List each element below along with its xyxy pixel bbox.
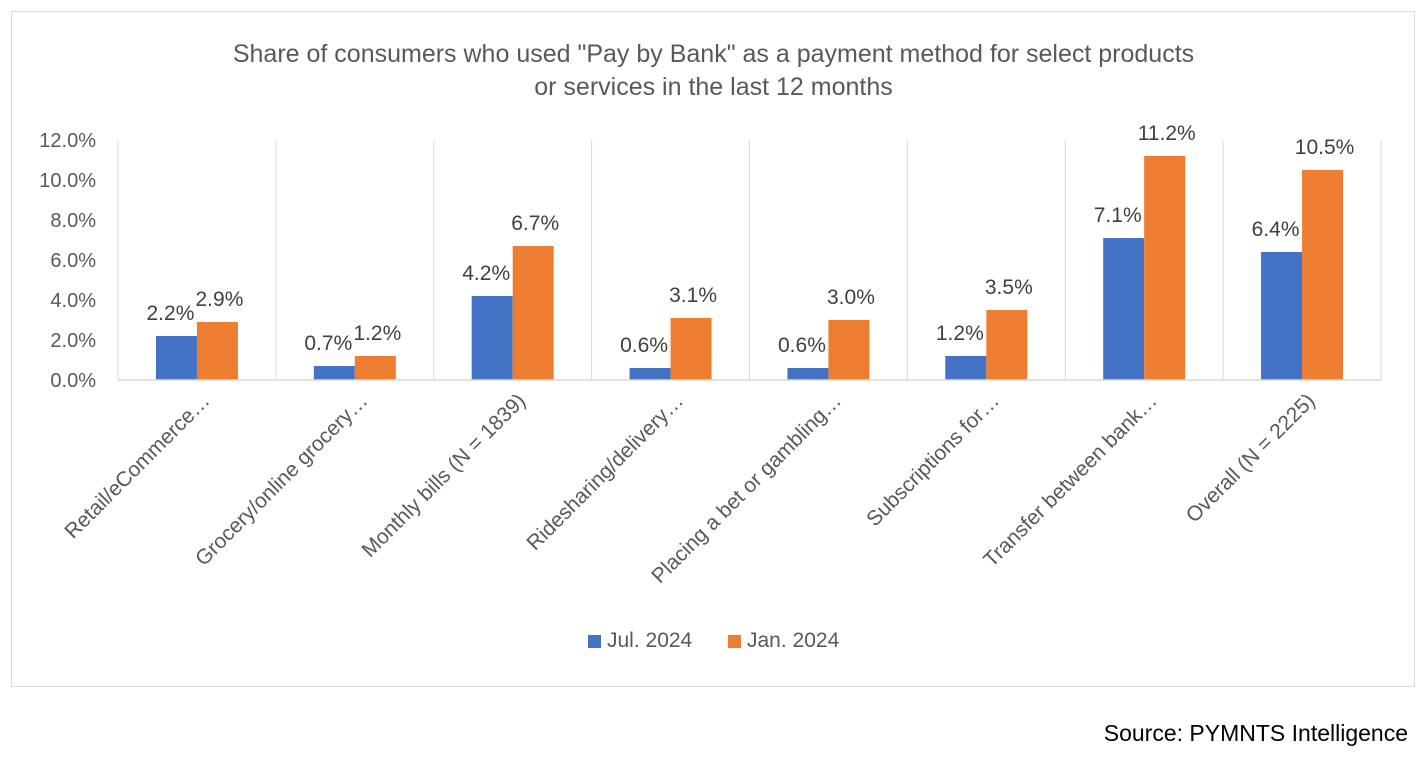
y-tick-label: 6.0% xyxy=(50,250,96,272)
x-category-label: Retail/eCommerce… xyxy=(60,389,214,543)
chart-title: Share of consumers who used "Pay by Bank… xyxy=(0,38,1427,104)
x-category-label: Monthly bills (N = 1839) xyxy=(358,389,531,562)
y-tick-label: 2.0% xyxy=(50,330,96,352)
bar-jan-2024 xyxy=(1302,170,1344,380)
data-label: 7.1% xyxy=(1094,204,1142,227)
bar-jan-2024 xyxy=(1144,156,1186,380)
chart-title-line-1: Share of consumers who used "Pay by Bank… xyxy=(232,40,1195,68)
bar-jan-2024 xyxy=(512,246,554,380)
bar-layer xyxy=(155,156,1344,380)
bar-jan-2024 xyxy=(670,318,712,380)
bar-jul-2024 xyxy=(787,368,829,380)
data-label: 2.2% xyxy=(147,302,195,325)
x-category-label: Transfer between bank… xyxy=(979,389,1161,571)
data-label: 3.1% xyxy=(669,284,717,307)
bar-jan-2024 xyxy=(986,310,1028,380)
data-label: 0.6% xyxy=(778,334,826,357)
bar-jul-2024 xyxy=(313,366,355,380)
data-label: 6.4% xyxy=(1252,218,1300,241)
data-label: 3.0% xyxy=(827,286,875,309)
y-tick-label: 4.0% xyxy=(50,290,96,312)
data-label: 0.7% xyxy=(304,332,352,355)
y-tick-label: 8.0% xyxy=(50,210,96,232)
bar-jul-2024 xyxy=(471,296,513,380)
grid-layer xyxy=(117,140,1382,380)
data-label: 10.5% xyxy=(1295,136,1355,159)
chart-title-line-2: or services in the last 12 months xyxy=(534,73,893,101)
x-category-label: Grocery/online grocery… xyxy=(191,389,372,570)
data-label: 6.7% xyxy=(511,212,559,235)
bar-jul-2024 xyxy=(1103,238,1145,380)
x-category-label: Placing a bet or gambling… xyxy=(647,389,846,588)
bar-jul-2024 xyxy=(629,368,671,380)
source-note: Source: PYMNTS Intelligence xyxy=(1103,720,1408,746)
legend-swatch xyxy=(588,635,601,648)
data-label: 1.2% xyxy=(353,322,401,345)
bar-jan-2024 xyxy=(828,320,870,380)
bar-jul-2024 xyxy=(1261,252,1303,380)
data-label: 2.9% xyxy=(196,288,244,311)
data-label: 3.5% xyxy=(985,276,1033,299)
bar-jul-2024 xyxy=(155,336,197,380)
legend-label: Jul. 2024 xyxy=(607,629,693,652)
x-category-label: Overall (N = 2225) xyxy=(1182,389,1320,527)
y-tick-label: 12.0% xyxy=(39,130,96,152)
bar-jul-2024 xyxy=(945,356,987,380)
data-label: 1.2% xyxy=(936,322,984,345)
y-tick-label: 0.0% xyxy=(50,370,96,392)
data-label: 4.2% xyxy=(462,262,510,285)
data-label: 11.2% xyxy=(1138,122,1196,145)
bar-jan-2024 xyxy=(196,322,238,380)
legend-label: Jan. 2024 xyxy=(747,629,840,652)
legend-swatch xyxy=(728,635,741,648)
x-category-label: Ridesharing/delivery… xyxy=(522,389,688,555)
y-tick-label: 10.0% xyxy=(39,170,96,192)
legend: Jul. 2024 Jan. 2024 xyxy=(588,629,840,652)
bar-jan-2024 xyxy=(354,356,396,380)
label-layer: 2.2% 0.7% 4.2% 0.6% 0.6% 1.2% 7.1% 6.4% 2.9% 1.2%… xyxy=(147,122,1355,357)
data-label: 0.6% xyxy=(620,334,668,357)
x-category-label: Subscriptions for… xyxy=(862,389,1004,531)
